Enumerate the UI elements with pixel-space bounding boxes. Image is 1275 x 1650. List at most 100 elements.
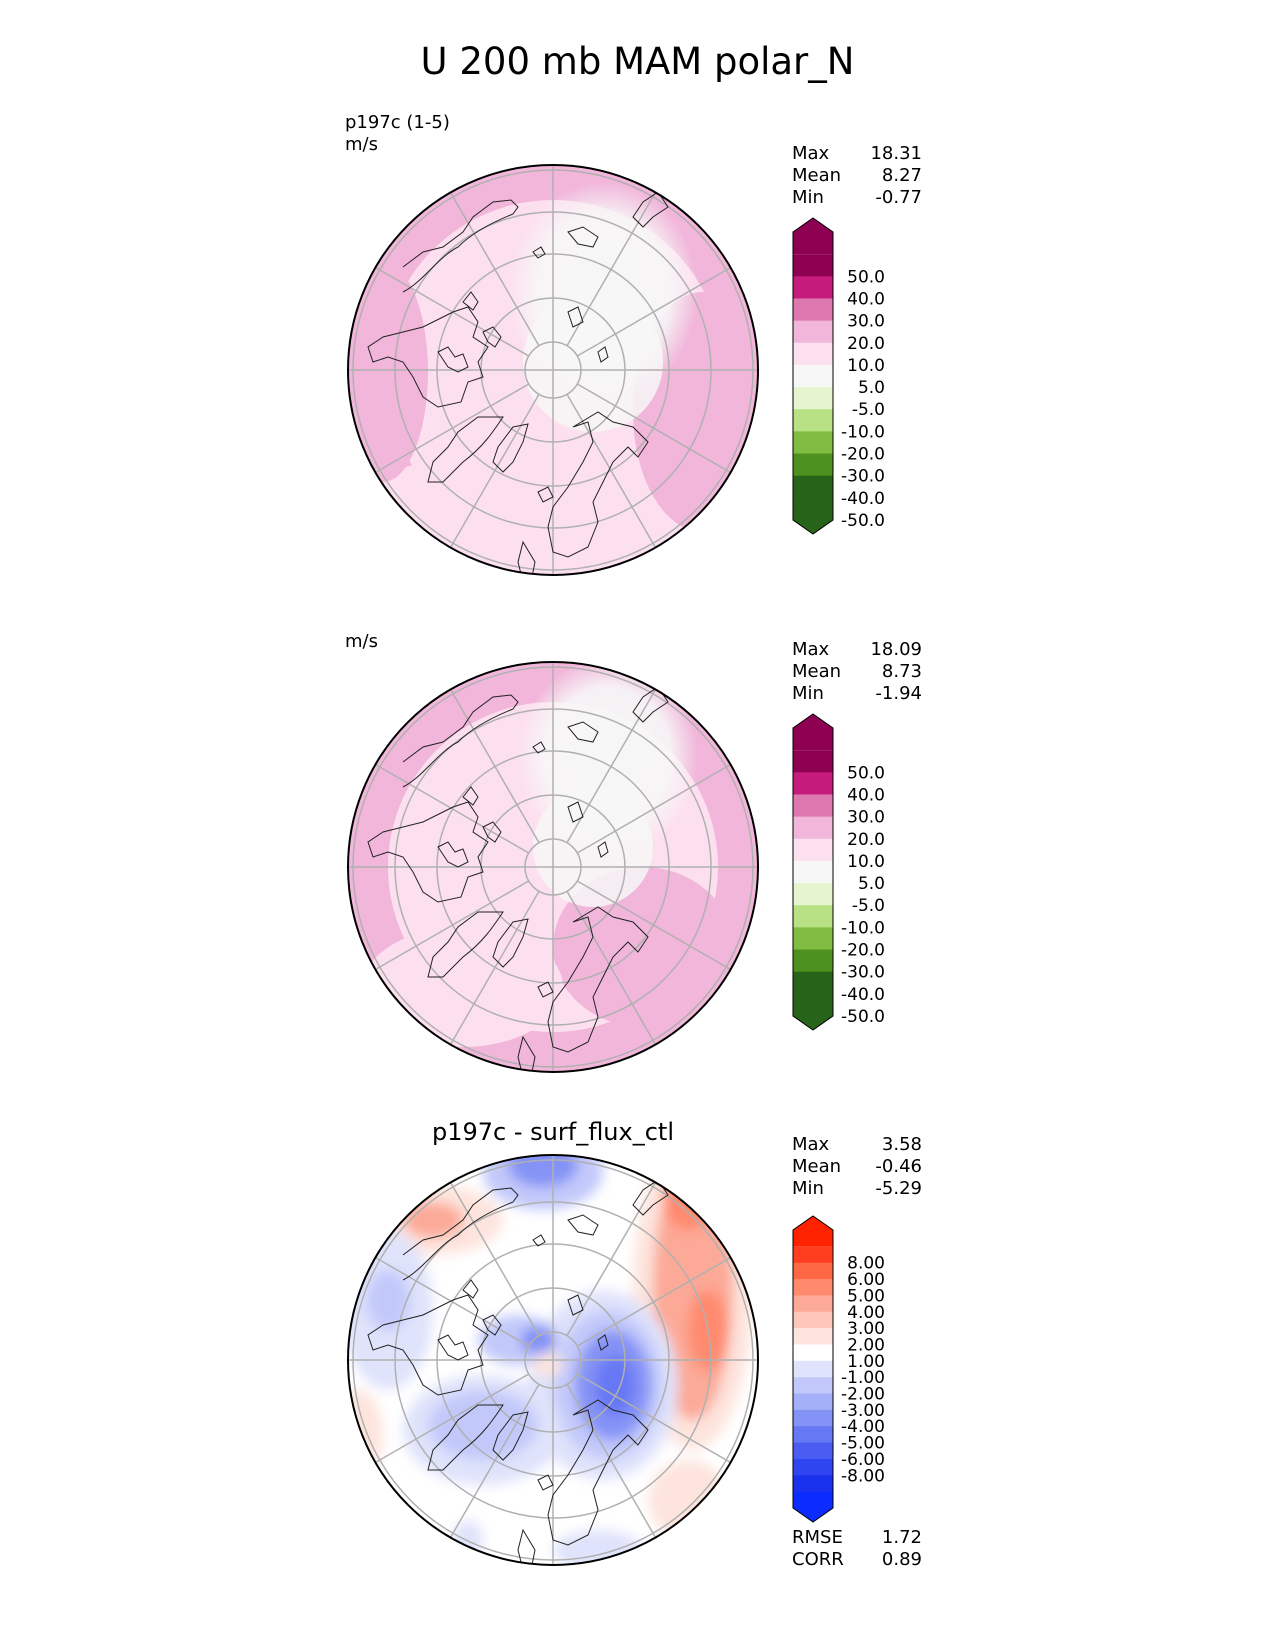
stat-value: 8.73 <box>881 661 922 682</box>
colorbar-tick-label: -40.0 <box>841 489 885 509</box>
colorbar-segment <box>793 860 833 884</box>
colorbar-segment <box>793 298 833 322</box>
colorbar-tick-label: -10.0 <box>841 422 885 442</box>
field-fill <box>348 165 758 575</box>
stat-label: Max <box>792 143 830 164</box>
coastline <box>567 306 584 328</box>
graticule <box>348 165 758 575</box>
colorbar-tick-label: -20.0 <box>841 941 885 961</box>
colorbar-segment <box>793 1295 833 1313</box>
stat-label: CORR <box>792 1549 844 1570</box>
coastline <box>537 486 554 503</box>
coastline <box>492 423 529 473</box>
colorbar-tick-label: 4.00 <box>847 1303 885 1323</box>
coastline <box>567 1214 599 1236</box>
colorbar-segment <box>793 1344 833 1362</box>
colorbar-segment <box>793 1409 833 1427</box>
colorbar-tick-label: -6.00 <box>841 1450 885 1470</box>
colorbar-tick-label: 20.0 <box>847 830 885 850</box>
colorbar-segment <box>793 905 833 928</box>
coastline <box>597 346 609 363</box>
stat-label: Min <box>792 683 824 704</box>
coastline <box>427 416 504 483</box>
coastline <box>367 306 489 408</box>
stat-row: Mean 8.27 <box>792 165 922 187</box>
colorbar-segment <box>793 883 833 906</box>
colorbar-tick-label: -5.0 <box>852 400 885 420</box>
stat-label: RMSE <box>792 1527 843 1548</box>
coastline <box>437 346 469 373</box>
colorbar-tick-label: -10.0 <box>841 918 885 938</box>
stat-row: RMSE 1.72 <box>792 1527 922 1549</box>
stat-label: Min <box>792 1178 824 1199</box>
coastline <box>547 411 649 558</box>
coastline <box>567 801 584 823</box>
stat-row: Min -5.29 <box>792 1178 922 1200</box>
coastline <box>567 721 599 743</box>
coastline <box>462 1279 479 1299</box>
colorbar-tick-label: 20.0 <box>847 334 885 354</box>
colorbar-segment <box>793 453 833 477</box>
colorbar: 8.006.005.004.003.002.001.00-1.00-2.00-3… <box>792 1215 885 1523</box>
colorbar-tick-label: -30.0 <box>841 467 885 487</box>
colorbar-segment <box>793 1458 833 1476</box>
colorbar-tick-label: 30.0 <box>847 808 885 828</box>
colorbar-segment <box>793 971 833 995</box>
stat-label: Max <box>792 639 830 660</box>
coastline <box>547 1399 649 1546</box>
colorbar-extend-top <box>793 1216 833 1247</box>
coastline <box>632 1179 669 1216</box>
coastline <box>437 841 469 868</box>
stat-value: -0.77 <box>875 187 922 208</box>
figure-title: U 200 mb MAM polar_N <box>420 40 855 83</box>
colorbar-segment <box>793 1426 833 1444</box>
colorbar-tick-label: -3.00 <box>841 1401 885 1421</box>
coastline <box>492 1411 529 1461</box>
colorbar-tick-label: 6.00 <box>847 1270 885 1290</box>
coastline <box>567 226 599 248</box>
graticule <box>348 662 758 1072</box>
coastline <box>517 1528 536 1565</box>
colorbar-segment <box>793 772 833 795</box>
coastline <box>547 906 649 1053</box>
colorbar-tick-label: 2.00 <box>847 1335 885 1355</box>
colorbar-tick-label: -50.0 <box>841 511 885 531</box>
colorbar-segment <box>793 387 833 410</box>
stat-row: Max 18.09 <box>792 639 922 661</box>
coastline <box>517 540 536 575</box>
stat-label: Min <box>792 187 824 208</box>
map-boundary <box>347 1154 759 1566</box>
colorbar-tick-label: -1.00 <box>841 1368 885 1388</box>
coastline <box>402 199 519 293</box>
stat-row: Min -1.94 <box>792 683 922 705</box>
colorbar-tick-label: 50.0 <box>847 763 885 783</box>
coastline <box>367 1294 489 1396</box>
stat-value: 8.27 <box>881 165 922 186</box>
stat-label: Max <box>792 1134 830 1155</box>
coastlines <box>367 686 669 1072</box>
colorbar-segment <box>793 1328 833 1345</box>
polar-map <box>347 661 759 1073</box>
colorbar-tick-label: 40.0 <box>847 289 885 309</box>
stat-value: -5.29 <box>875 1178 922 1199</box>
colorbar-segment <box>793 1279 833 1296</box>
colorbar-segment <box>793 431 833 455</box>
colorbar-outline <box>792 217 834 535</box>
panel-label-units: m/s <box>345 134 378 155</box>
colorbar-segment <box>793 1311 833 1329</box>
colorbar-tick-label: 10.0 <box>847 356 885 376</box>
stat-value: 18.09 <box>870 639 922 660</box>
coastline <box>567 1294 584 1316</box>
coastline <box>462 786 479 806</box>
colorbar-tick-label: 5.0 <box>858 378 885 398</box>
colorbar: 50.040.0 30.020.010.05.0-5.0-10.0 -20.0-30… <box>792 713 885 1031</box>
colorbar-segment <box>793 254 833 277</box>
stat-value: 0.89 <box>881 1549 922 1570</box>
colorbar-segment <box>793 949 833 973</box>
map-boundary <box>347 661 759 1073</box>
colorbar-segment <box>793 1442 833 1460</box>
colorbar-segment <box>793 1377 833 1395</box>
stat-row: Max 3.58 <box>792 1134 922 1156</box>
coastline <box>537 981 554 998</box>
colorbar-segment <box>793 794 833 818</box>
